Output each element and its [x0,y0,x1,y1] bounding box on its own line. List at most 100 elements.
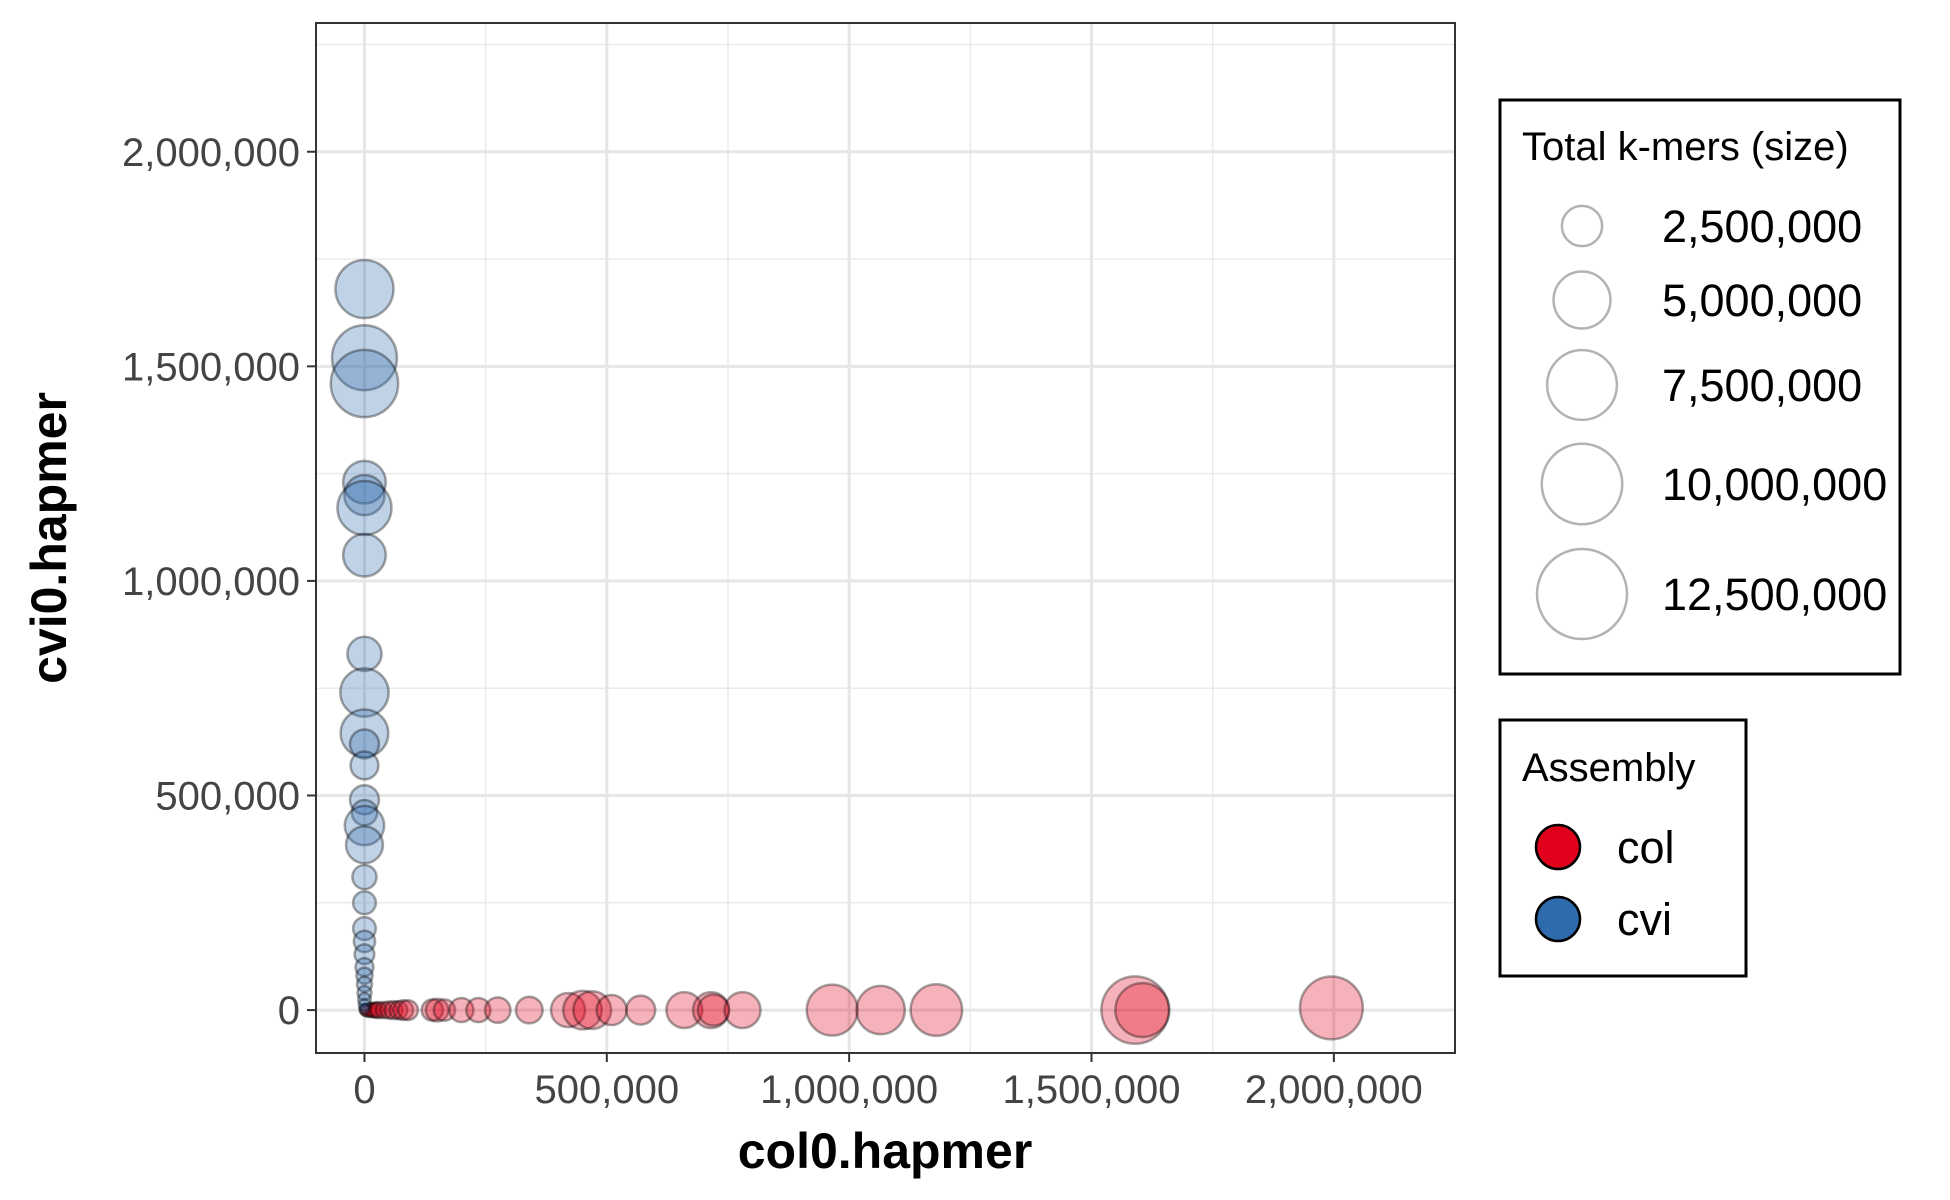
minor-gridlines [316,23,1455,1053]
cvi-point [357,997,372,1012]
y-axis-ticks: 0 500,000 1,000,000 1,500,000 2,000,000 [122,131,316,1033]
col-point [855,984,907,1036]
color-legend-key [1534,823,1582,871]
size-legend-entries: 2,500,000 5,000,000 7,500,000 10,000,000 12,… [1535,201,1887,641]
cvi-point [329,348,400,419]
col-point [369,1000,389,1020]
col-point [396,998,420,1022]
col-point [378,1000,399,1020]
col-point [361,1001,378,1019]
size-legend-label: 5,000,000 [1662,275,1862,326]
y-tick-label: 500,000 [155,775,300,819]
col-point [432,998,457,1022]
col-point [691,990,731,1030]
cvi-point [358,1002,371,1015]
y-tick-label: 0 [278,989,300,1033]
col-point [595,993,628,1027]
color-legend-label: cvi [1617,894,1672,945]
col-point [665,990,704,1030]
x-tick-label: 500,000 [535,1068,680,1112]
x-axis-title: col0.hapmer [738,1123,1033,1179]
plot-panel [316,23,1455,1053]
color-legend-label: col [1617,822,1675,873]
col-point [1114,981,1171,1039]
cvi-point [356,991,373,1007]
col-point [465,996,492,1024]
cvi-point [355,975,374,994]
cvi-point [351,915,378,942]
cvi-point [350,798,379,827]
col-point [1298,975,1365,1041]
size-legend-title: Total k-mers (size) [1522,125,1849,169]
x-tick-label: 1,500,000 [1003,1068,1181,1112]
size-legend-box [1498,98,1902,676]
cvi-point [351,863,378,891]
data-points [329,258,1365,1046]
col-point [696,993,731,1027]
cvi-point [349,750,380,781]
col-point [805,983,859,1037]
size-legend-key [1560,204,1604,248]
cvi-point [352,929,377,954]
col-point [562,989,604,1031]
size-legend-label: 12,500,000 [1662,569,1887,620]
col-point [448,996,475,1024]
col-point [392,998,415,1022]
col-point [365,1001,383,1019]
x-tick-label: 1,000,000 [760,1068,938,1112]
y-tick-label: 1,000,000 [122,560,300,604]
y-tick-label: 1,500,000 [122,345,300,389]
col-point [420,998,445,1022]
cvi-point [348,784,381,816]
color-legend-key [1534,895,1582,943]
cvi-point [343,804,386,847]
col-point [624,994,657,1026]
size-legend-label: 7,500,000 [1662,360,1862,411]
col-point [383,999,404,1021]
col-point [514,995,544,1025]
col-point [358,1003,373,1018]
col-point [367,1001,386,1019]
cvi-point [341,532,388,578]
col-point [549,991,587,1029]
cvi-point [354,956,375,978]
x-tick-label: 0 [353,1068,375,1112]
size-legend-label: 10,000,000 [1662,459,1887,510]
plot-panel-border [315,22,1456,1054]
size-legend: Total k-mers (size) 2,500,000 5,000,000 7,… [1498,98,1902,676]
size-legend-label: 2,500,000 [1662,201,1862,252]
cvi-point [353,943,376,966]
cvi-point [351,890,378,916]
cvi-point [336,479,393,537]
x-tick-label: 2,000,000 [1245,1068,1423,1112]
x-axis-ticks: 0 500,000 1,000,000 1,500,000 2,000,000 [353,1053,1423,1112]
col-point [363,1001,380,1019]
cvi-point [341,459,388,505]
cvi-point [355,966,374,986]
col-point [572,989,613,1031]
col-point [424,997,450,1023]
cvi-point [356,984,373,1002]
cvi-point [343,473,386,517]
color-legend: Assembly col cvi [1498,718,1748,978]
major-gridlines [316,23,1455,1053]
col-point [374,1000,394,1020]
cvi-point [346,635,383,673]
cvi-point [344,825,385,865]
cvi-point [339,708,390,759]
size-legend-key [1535,547,1629,641]
size-legend-key [1540,442,1624,526]
size-legend-key [1552,270,1612,330]
color-legend-entries: col cvi [1534,822,1675,945]
size-legend-key [1545,348,1619,422]
cvi-point [339,667,390,718]
cvi-point [348,728,381,760]
y-axis-title: cvi0.hapmer [21,392,77,684]
col-point [723,990,762,1030]
cvi-point [334,258,395,320]
col-point [909,983,964,1038]
col-point [483,996,512,1025]
cvi-point [330,324,399,392]
col-point [359,1002,375,1018]
